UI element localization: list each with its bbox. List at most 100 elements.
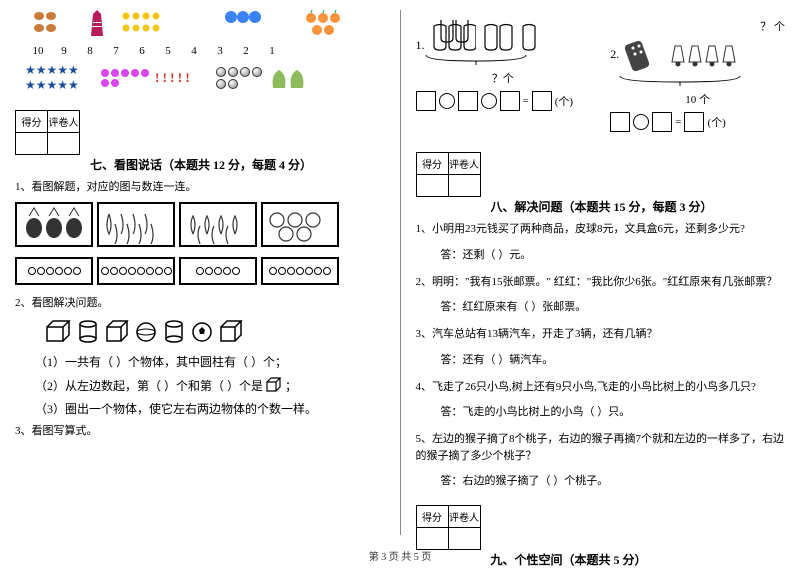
grader-cell-8[interactable] bbox=[448, 175, 480, 197]
eq-box[interactable] bbox=[416, 91, 436, 111]
p2-ten: 10 个 bbox=[610, 91, 785, 107]
q8-3: 3、汽车总站有13辆汽车，开走了3辆，还有几辆？ bbox=[416, 326, 786, 343]
pineapple-icon bbox=[19, 206, 89, 244]
grader-cell-9[interactable] bbox=[448, 528, 480, 550]
cylinder-icon bbox=[77, 319, 99, 345]
num-1: 1 bbox=[259, 45, 285, 57]
a8-5: 答：右边的猴子摘了（ ）个桃子。 bbox=[441, 472, 786, 488]
q8-2: 2、明明："我有15张邮票。" 红红："我比你少6张。"红红原来有几张邮票？ bbox=[416, 274, 786, 291]
num-10: 10 bbox=[25, 45, 51, 57]
shapes-row bbox=[45, 319, 385, 345]
score-label-8: 得分 bbox=[416, 153, 448, 175]
num-5: 5 bbox=[155, 45, 181, 57]
strawberry-icon bbox=[101, 206, 171, 244]
score-box-9: 得分评卷人 bbox=[416, 505, 481, 550]
problem-2: ？ 个 2. 10 个 = (个) bbox=[610, 18, 785, 137]
cube-icon-2 bbox=[219, 319, 243, 345]
cuboid-icon bbox=[45, 319, 71, 345]
eq-box[interactable] bbox=[652, 112, 672, 132]
unit-label: (个) bbox=[555, 93, 573, 109]
num-7: 7 bbox=[103, 45, 129, 57]
score-box-8: 得分评卷人 bbox=[416, 152, 481, 197]
eq-box[interactable] bbox=[458, 91, 478, 111]
cups-group-3 bbox=[520, 18, 538, 53]
chicks-icon bbox=[119, 8, 163, 40]
dot-box-4 bbox=[261, 257, 339, 285]
num-2: 2 bbox=[233, 45, 259, 57]
num-9: 9 bbox=[51, 45, 77, 57]
cube-icon bbox=[105, 319, 129, 345]
score-cell-7[interactable] bbox=[16, 133, 48, 155]
eq-op[interactable] bbox=[439, 93, 455, 109]
unit-label: (个) bbox=[707, 114, 725, 130]
q7-2-2: （2）从左边数起，第（ ）个和第（ ）个是 ； bbox=[35, 376, 385, 394]
eq-box[interactable] bbox=[532, 91, 552, 111]
peach-icon bbox=[265, 206, 335, 244]
p1-qmark: ？个 bbox=[416, 70, 591, 86]
shuttlecocks-icon bbox=[667, 39, 747, 69]
num-8: 8 bbox=[77, 45, 103, 57]
dress-icon bbox=[83, 8, 111, 40]
fruit-box-1 bbox=[15, 202, 93, 247]
fruit-box-3 bbox=[179, 202, 257, 247]
a8-4: 答：飞走的小鸟比树上的小鸟（ ）只。 bbox=[441, 403, 786, 419]
q7-2-1: （1）一共有（ ）个物体，其中圆柱有（ ）个； bbox=[35, 353, 385, 370]
squirrel-icon bbox=[31, 8, 71, 38]
score-box-7: 得分评卷人 bbox=[15, 110, 80, 155]
eq-box[interactable] bbox=[500, 91, 520, 111]
a8-2: 答：红红原来有（ ）张邮票。 bbox=[441, 298, 786, 314]
dot-box-2 bbox=[97, 257, 175, 285]
score-label-9: 得分 bbox=[416, 506, 448, 528]
grader-cell-7[interactable] bbox=[48, 133, 80, 155]
blue-dots-icon bbox=[223, 8, 261, 26]
grader-label-9: 评卷人 bbox=[448, 506, 480, 528]
p1-equation: = (个) bbox=[416, 91, 591, 111]
pink-dots-icon bbox=[101, 69, 149, 87]
a8-1: 答：还剩（ ）元。 bbox=[441, 246, 786, 262]
score-label-7: 得分 bbox=[16, 111, 48, 133]
exclamation-icon: ! ! ! ! ! bbox=[155, 70, 210, 86]
counting-items-row bbox=[25, 8, 385, 43]
eq-box[interactable] bbox=[610, 112, 630, 132]
q7-1: 1、看图解题，对应的图与数连一连。 bbox=[15, 179, 385, 196]
q8-5: 5、左边的猴子摘了8个桃子，右边的猴子再摘7个就和左边的一样多了，右边的猴子摘了… bbox=[416, 431, 786, 464]
brace-icon bbox=[416, 53, 536, 65]
left-column: 10 9 8 7 6 5 4 3 2 1 ★★★★★ ★★★★★ ! ! ! !… bbox=[0, 0, 400, 545]
match-row-dots bbox=[15, 257, 385, 285]
shuttlecock-tube-icon bbox=[623, 34, 663, 74]
q7-2-3: （3）圈出一个物体，使它左右两边物体的个数一样。 bbox=[35, 400, 385, 417]
top-problems: 1. ？个 = (个) ？ bbox=[416, 18, 786, 137]
eq-box[interactable] bbox=[684, 112, 704, 132]
bags-icon bbox=[270, 64, 310, 93]
cylinder-icon-2 bbox=[163, 319, 185, 345]
dot-box-3 bbox=[179, 257, 257, 285]
grader-label-7: 评卷人 bbox=[48, 111, 80, 133]
sphere-icon bbox=[135, 321, 157, 343]
right-column: 1. ？个 = (个) ？ bbox=[401, 0, 800, 545]
eq-op[interactable] bbox=[481, 93, 497, 109]
score-cell-8[interactable] bbox=[416, 175, 448, 197]
p1-label: 1. bbox=[416, 38, 425, 53]
q8-1: 1、小明用23元钱买了两种商品，皮球8元，文具盒6元，还剩多少元? bbox=[416, 221, 786, 238]
num-6: 6 bbox=[129, 45, 155, 57]
brace-icon-2 bbox=[610, 74, 750, 86]
p2-qmark-top: ？ 个 bbox=[610, 18, 785, 34]
fruits-icon bbox=[303, 8, 347, 40]
num-3: 3 bbox=[207, 45, 233, 57]
fruit-box-4 bbox=[261, 202, 339, 247]
eq-op[interactable] bbox=[633, 114, 649, 130]
section-9-title: 九、个性空间（本题共 5 分） bbox=[491, 551, 647, 568]
score-cell-9[interactable] bbox=[416, 528, 448, 550]
q7-2: 2、看图解决问题。 bbox=[15, 295, 385, 312]
soccer-icon bbox=[191, 321, 213, 343]
grader-label-8: 评卷人 bbox=[448, 153, 480, 175]
section-8-title: 八、解决问题（本题共 15 分，每题 3 分） bbox=[491, 198, 713, 215]
p2-equation: = (个) bbox=[610, 112, 785, 132]
small-cube-icon bbox=[265, 376, 283, 394]
dot-box-1 bbox=[15, 257, 93, 285]
a8-3: 答：还有（ ）辆汽车。 bbox=[441, 351, 786, 367]
p2-label: 2. bbox=[610, 47, 619, 62]
num-4: 4 bbox=[181, 45, 207, 57]
section-7-title: 七、看图说话（本题共 12 分，每题 4 分） bbox=[90, 156, 312, 173]
pear-icon bbox=[183, 206, 253, 244]
